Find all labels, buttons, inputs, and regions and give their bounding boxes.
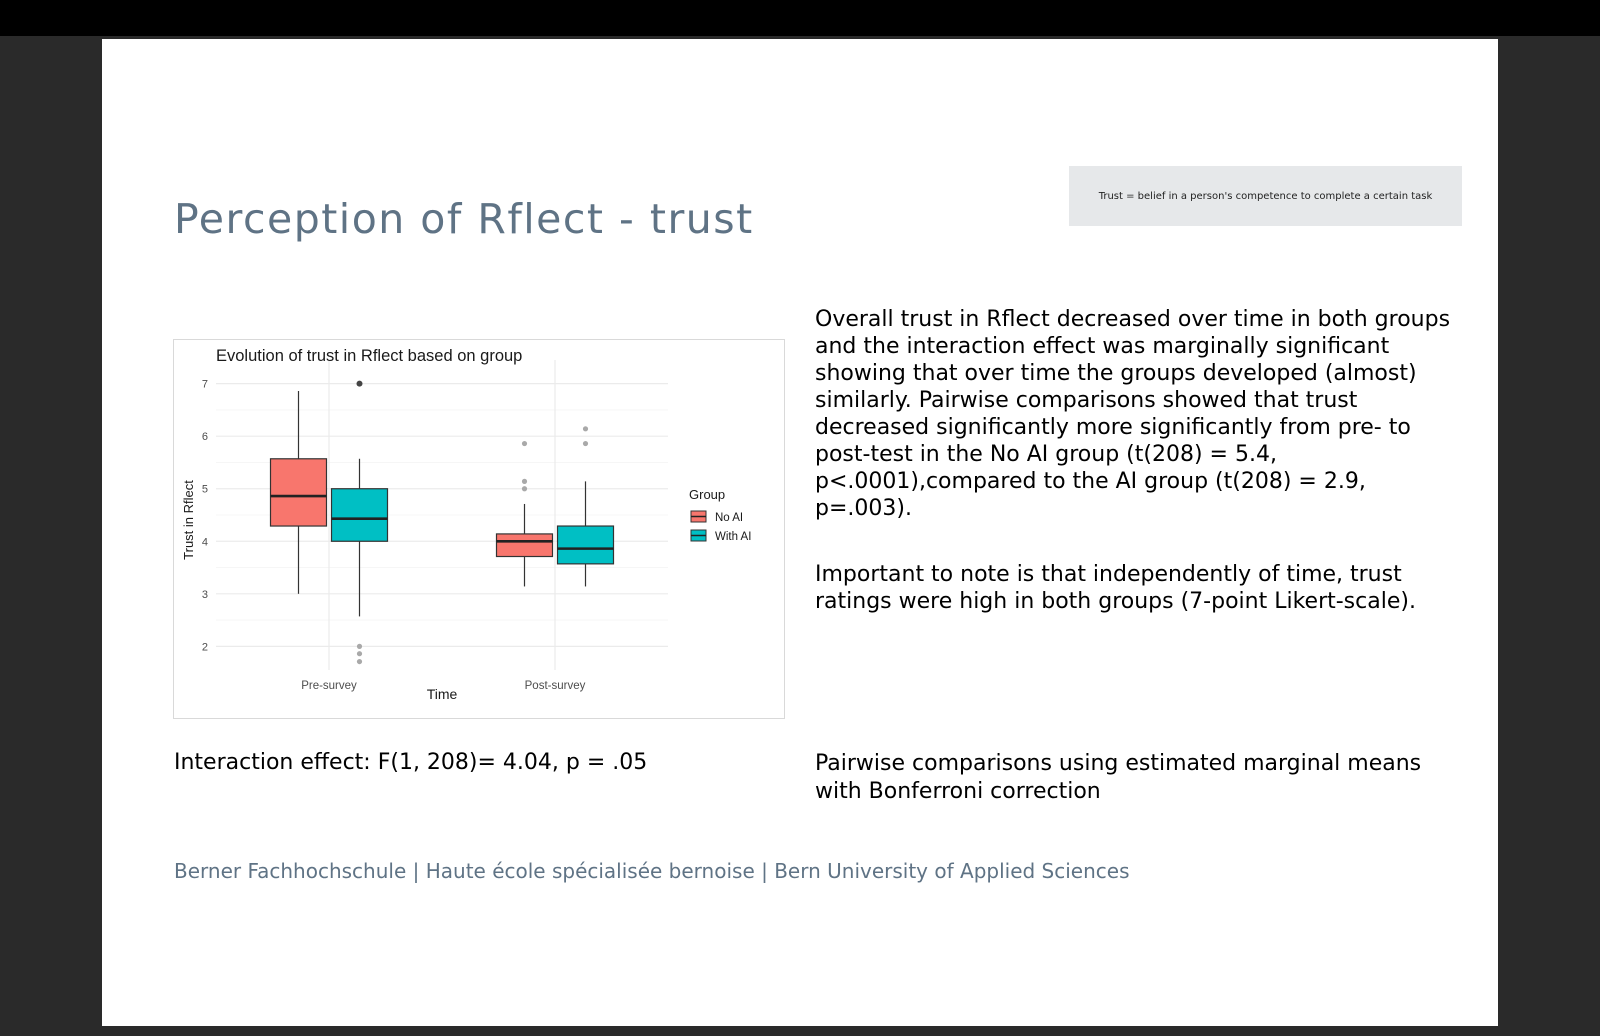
legend-label: With AI [715,531,751,543]
outlier-point [521,478,528,484]
outlier-point [356,380,363,387]
definition-note: Trust = belief in a person's competence … [1069,166,1462,226]
chart-svg: 2 3 4 5 6 7 Pre-survey Post-survey Evolution of… [181,347,751,702]
interaction-effect: Interaction effect: F(1, 208)= 4.04, p =… [174,750,648,775]
outlier-point [356,658,363,665]
y-tick-label: 4 [202,536,208,548]
y-axis-label: Trust in Rflect [181,480,196,560]
slide: Trust = belief in a person's competence … [102,39,1498,1026]
y-tick-label: 5 [202,484,208,496]
outlier-point [521,486,528,492]
y-tick-label: 3 [202,589,208,601]
legend-title: Group [689,487,725,502]
boxplot-chart: 2 3 4 5 6 7 Pre-survey Post-survey Evolution of… [173,339,785,719]
y-tick-label: 6 [202,431,208,443]
box-layer [269,380,615,665]
y-tick-label: 7 [202,379,208,391]
note-paragraph: Important to note is that independently … [815,562,1416,614]
legend: Group No AI With AI [689,487,751,543]
x-axis-label: Time [427,686,458,702]
x-tick-label: Pre-survey [301,680,357,692]
slide-title: Perception of Rflect - trust [174,195,754,243]
outlier-point [356,643,363,649]
legend-items: No AI With AI [690,510,751,543]
chart-title: Evolution of trust in Rflect based on gr… [216,347,522,365]
outlier-point [582,440,589,447]
legend-label: No AI [715,512,743,524]
box [556,525,615,565]
definition-note-text: Trust = belief in a person's competence … [1098,190,1433,202]
pairwise-note: Pairwise comparisons using estimated mar… [815,751,1422,804]
y-tick-label: 2 [202,641,208,653]
box [495,533,554,558]
outlier-point [521,440,528,447]
outlier-point [356,651,363,657]
box [269,458,328,527]
footer-institution: Berner Fachhochschule | Haute école spéc… [174,859,1130,883]
box [330,488,389,542]
results-paragraph: Overall trust in Rflect decreased over t… [815,307,1451,521]
x-tick-label: Post-survey [525,680,586,692]
axis-layer: 2 3 4 5 6 7 Pre-survey Post-survey [202,379,586,692]
outlier-point [582,426,589,432]
